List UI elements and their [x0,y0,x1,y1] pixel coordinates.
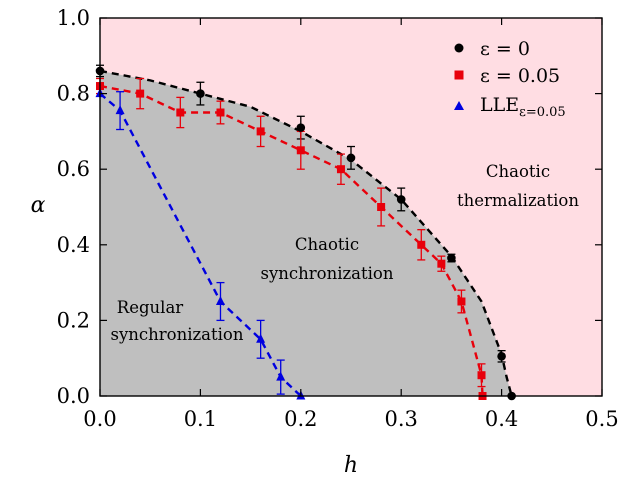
legend-marker-lle [454,101,464,110]
point-lle [215,296,225,305]
point-eps005 [176,108,185,117]
point-eps0 [396,195,406,204]
x-tick-label: 0.4 [485,407,518,431]
y-tick-label: 0.2 [57,308,90,332]
y-tick-label: 0.8 [57,82,90,106]
point-eps0 [447,253,456,263]
point-lle [256,333,266,343]
x-tick-label: 0.3 [384,407,417,431]
legend-label-lle-main: LLE [480,94,519,116]
point-eps005 [216,108,225,117]
x-axis-label: h [344,453,358,478]
point-eps005 [377,203,386,211]
point-eps005 [296,146,305,155]
y-axis-label: α [31,193,46,218]
point-eps0 [346,153,356,163]
point-eps005 [256,127,265,136]
point-eps0 [196,89,205,98]
point-eps005 [417,240,426,249]
y-tick-label: 0.0 [57,384,90,408]
legend-label-lle-subscript: ε=0.05 [519,105,566,120]
curve-eps0 [100,69,513,396]
legend-marker-eps005 [454,70,464,80]
point-eps005 [336,165,345,174]
legend: ε = 0 ε = 0.05 LLEε=0.05 [454,38,566,120]
point-lle [276,371,286,381]
point-eps005 [457,297,466,306]
region-label-chaotic-sync-line1: Chaotic [295,235,359,254]
curve-lle [100,92,302,396]
point-eps0 [296,123,306,132]
y-tick-label: 0.6 [57,157,90,181]
point-eps005 [437,259,446,268]
region-label-regular-sync-line1: Regular [117,298,183,317]
y-tick-label: 1.0 [57,6,90,30]
region-chaotic-synchronization [100,70,512,396]
region-label-regular-sync-line2: synchronization [110,325,243,344]
point-eps005 [136,89,145,98]
region-label-chaotic-sync-line2: synchronization [260,264,393,283]
point-eps005 [477,371,486,380]
y-tick-label: 0.4 [57,233,90,257]
point-eps0 [497,352,506,361]
region-label-thermalization-line2: thermalization [457,191,579,210]
point-lle [115,105,125,115]
legend-marker-eps0 [454,43,464,53]
x-tick-label: 0.1 [184,407,217,431]
legend-label-eps0: ε = 0 [480,38,530,60]
plot-frame [99,17,603,397]
region-label-thermalization-line1: Chaotic [486,162,550,181]
legend-label-eps005: ε = 0.05 [480,65,560,87]
legend-label-lle: LLEε=0.05 [480,94,566,120]
x-tick-label: 0.5 [585,407,618,431]
x-tick-label: 0.2 [284,407,317,431]
x-tick-label: 0.0 [83,407,116,431]
